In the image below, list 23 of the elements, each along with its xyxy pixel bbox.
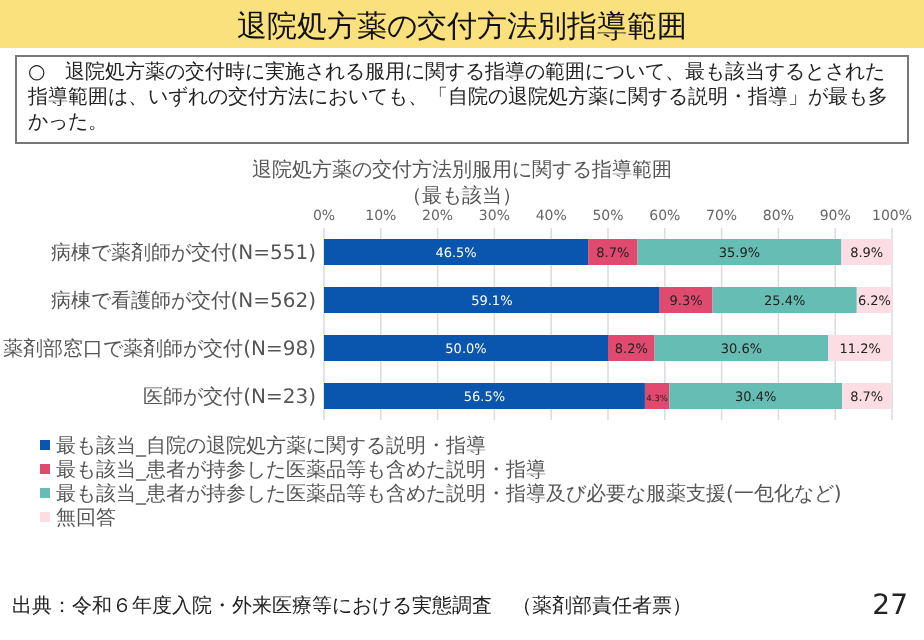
legend-label: 最も該当_患者が持参した医薬品等も含めた説明・指導	[56, 458, 546, 482]
y-tick-label: 医師が交付(N=23)	[143, 385, 317, 409]
text: ○ 退院処方薬の交付時に実施される服用に関する指導の範囲について、最も該当するとされた指導範囲は、いずれの交付方法においても、「自院の退院処方薬に関する説明・指導」が最も多かった。	[26, 60, 888, 134]
bar	[324, 335, 608, 361]
legend-label: 最も該当_自院の退院処方薬に関する説明・指導	[56, 434, 486, 458]
legend-label: 無回答	[56, 506, 116, 530]
bar	[324, 383, 645, 409]
chart-title: 退院処方薬の交付方法別指導範囲	[237, 8, 687, 44]
y-tick-label: 病棟で看護師が交付(N=562)	[50, 289, 317, 313]
y-tick-label: 薬剤部窓口で薬剤師が交付(N=98)	[3, 337, 317, 361]
bar	[654, 335, 829, 361]
bar	[637, 239, 842, 265]
bar	[669, 383, 843, 409]
bar	[324, 287, 660, 313]
bar	[828, 335, 892, 361]
source-note: 出典：令和６年度入院・外来医療等における実態調査 （薬剤部責任者票）	[12, 594, 692, 618]
chart-subtitle: 退院処方薬の交付方法別服用に関する指導範囲	[252, 158, 672, 182]
text: 27	[872, 590, 908, 622]
legend-label: 最も該当_患者が持参した医薬品等も含めた説明・指導及び必要な服薬支援(一包化など)	[56, 482, 842, 506]
y-tick-label: 病棟で薬剤師が交付(N=551)	[50, 241, 317, 265]
bar	[324, 239, 589, 265]
text: （最も該当）	[402, 184, 522, 208]
bar	[712, 287, 857, 313]
